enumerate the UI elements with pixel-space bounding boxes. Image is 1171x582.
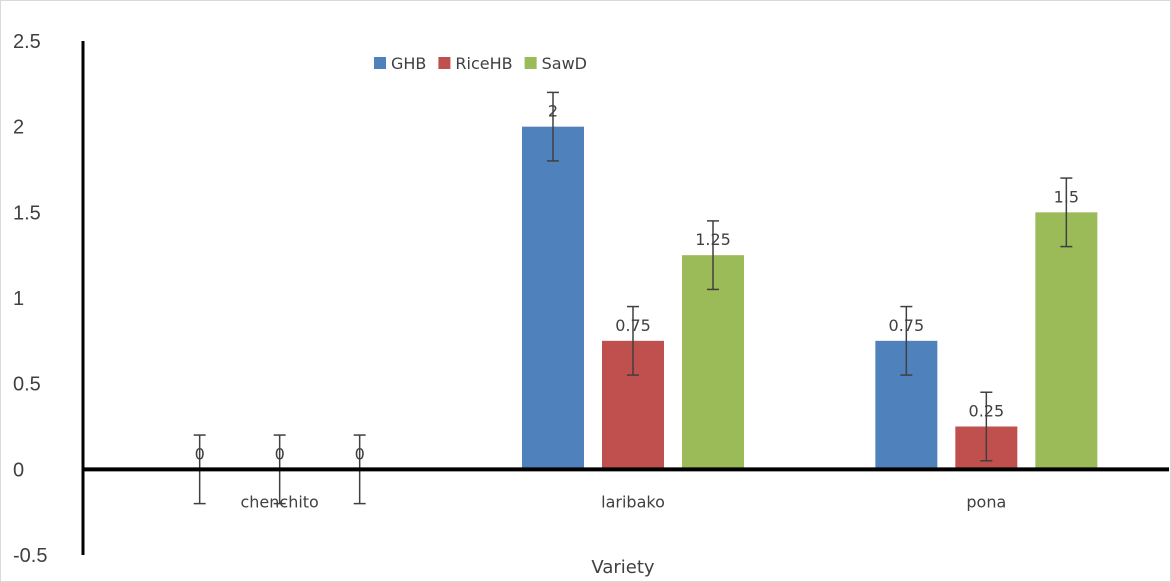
- data-label: 0: [275, 444, 285, 463]
- bar-sawd: [682, 255, 744, 470]
- x-category-label: chenchito: [240, 492, 318, 511]
- y-tick-label: 0: [13, 459, 24, 481]
- data-label: 1.25: [695, 230, 731, 249]
- legend-label-ricehb: RiceHB: [455, 54, 512, 73]
- legend-swatch-sawd: [524, 57, 537, 69]
- y-tick-label: 2.5: [13, 31, 41, 53]
- y-tick-label: -0.5: [13, 545, 47, 567]
- bar-ghb: [522, 126, 584, 470]
- data-label: 0.75: [615, 316, 651, 335]
- y-tick-label: 1: [13, 288, 24, 310]
- legend-swatch-ghb: [374, 57, 386, 69]
- y-tick-label: 1.5: [13, 202, 41, 224]
- data-label: 0.75: [889, 316, 925, 335]
- data-label: 2: [548, 102, 558, 121]
- legend-label-ghb: GHB: [391, 54, 426, 73]
- legend-swatch-ricehb: [438, 57, 451, 69]
- y-tick-label: 2: [13, 117, 24, 139]
- bar-sawd: [1035, 212, 1098, 470]
- x-axis-title: Variety: [591, 557, 654, 578]
- data-label: 0.25: [969, 402, 1005, 421]
- x-category-label: pona: [966, 492, 1006, 511]
- data-label: 0: [355, 444, 365, 463]
- data-label: 1.5: [1054, 187, 1079, 206]
- x-category-label: laribako: [601, 492, 665, 511]
- legend-label-sawd: SawD: [542, 54, 587, 73]
- y-tick-label: 0.5: [13, 374, 41, 396]
- data-label: 0: [195, 444, 205, 463]
